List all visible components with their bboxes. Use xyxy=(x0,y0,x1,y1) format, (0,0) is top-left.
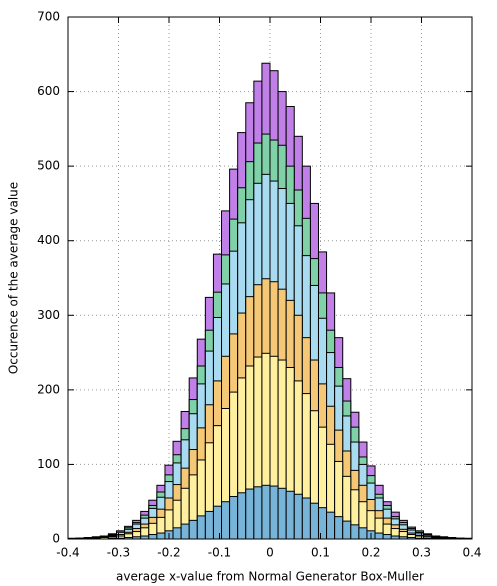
x-tick-label: -0.4 xyxy=(56,546,79,560)
x-tick-label: -0.1 xyxy=(208,546,231,560)
y-tick-label: 100 xyxy=(37,457,60,471)
x-tick-label: -0.2 xyxy=(157,546,180,560)
bar xyxy=(350,524,360,540)
y-tick-label: 600 xyxy=(37,84,60,98)
y-axis-label: Occurence of the average value xyxy=(7,182,21,374)
bar xyxy=(253,486,263,540)
bar xyxy=(293,493,303,540)
bar xyxy=(317,507,328,540)
bar xyxy=(334,516,344,540)
bar xyxy=(148,534,158,540)
y-tick-label: 700 xyxy=(37,10,60,24)
bar xyxy=(326,511,336,540)
x-tick-label: -0.3 xyxy=(107,546,130,560)
bar xyxy=(285,490,295,540)
bar xyxy=(188,519,198,540)
plot-frame xyxy=(67,16,473,540)
x-axis-label: average x-value from Normal Generator Bo… xyxy=(116,570,424,584)
bar xyxy=(172,527,182,540)
bar xyxy=(309,502,319,540)
x-tick-label: 0.3 xyxy=(412,546,431,560)
bar xyxy=(382,534,392,540)
bar xyxy=(261,484,271,540)
bar xyxy=(196,515,206,540)
bar xyxy=(229,495,239,540)
bar xyxy=(342,520,352,540)
bar xyxy=(269,485,279,540)
y-tick-label: 200 xyxy=(37,382,60,396)
bar xyxy=(212,505,223,540)
y-tick-label: 0 xyxy=(52,532,60,546)
bar xyxy=(277,487,287,540)
y-tick-label: 400 xyxy=(37,233,60,247)
bar xyxy=(180,523,190,540)
bar xyxy=(245,488,255,540)
x-tick-label: 0.1 xyxy=(311,546,330,560)
bar xyxy=(156,532,166,540)
bar xyxy=(358,527,368,540)
bar xyxy=(204,510,214,540)
bar xyxy=(374,532,384,540)
x-tick-label: 0.4 xyxy=(462,546,481,560)
x-tick-label: 0.2 xyxy=(361,546,380,560)
bar xyxy=(221,501,231,540)
x-tick-label: 0 xyxy=(266,546,274,560)
bar xyxy=(301,497,311,540)
y-tick-label: 300 xyxy=(37,308,60,322)
bar xyxy=(237,492,247,540)
y-tick-label: 500 xyxy=(37,159,60,173)
